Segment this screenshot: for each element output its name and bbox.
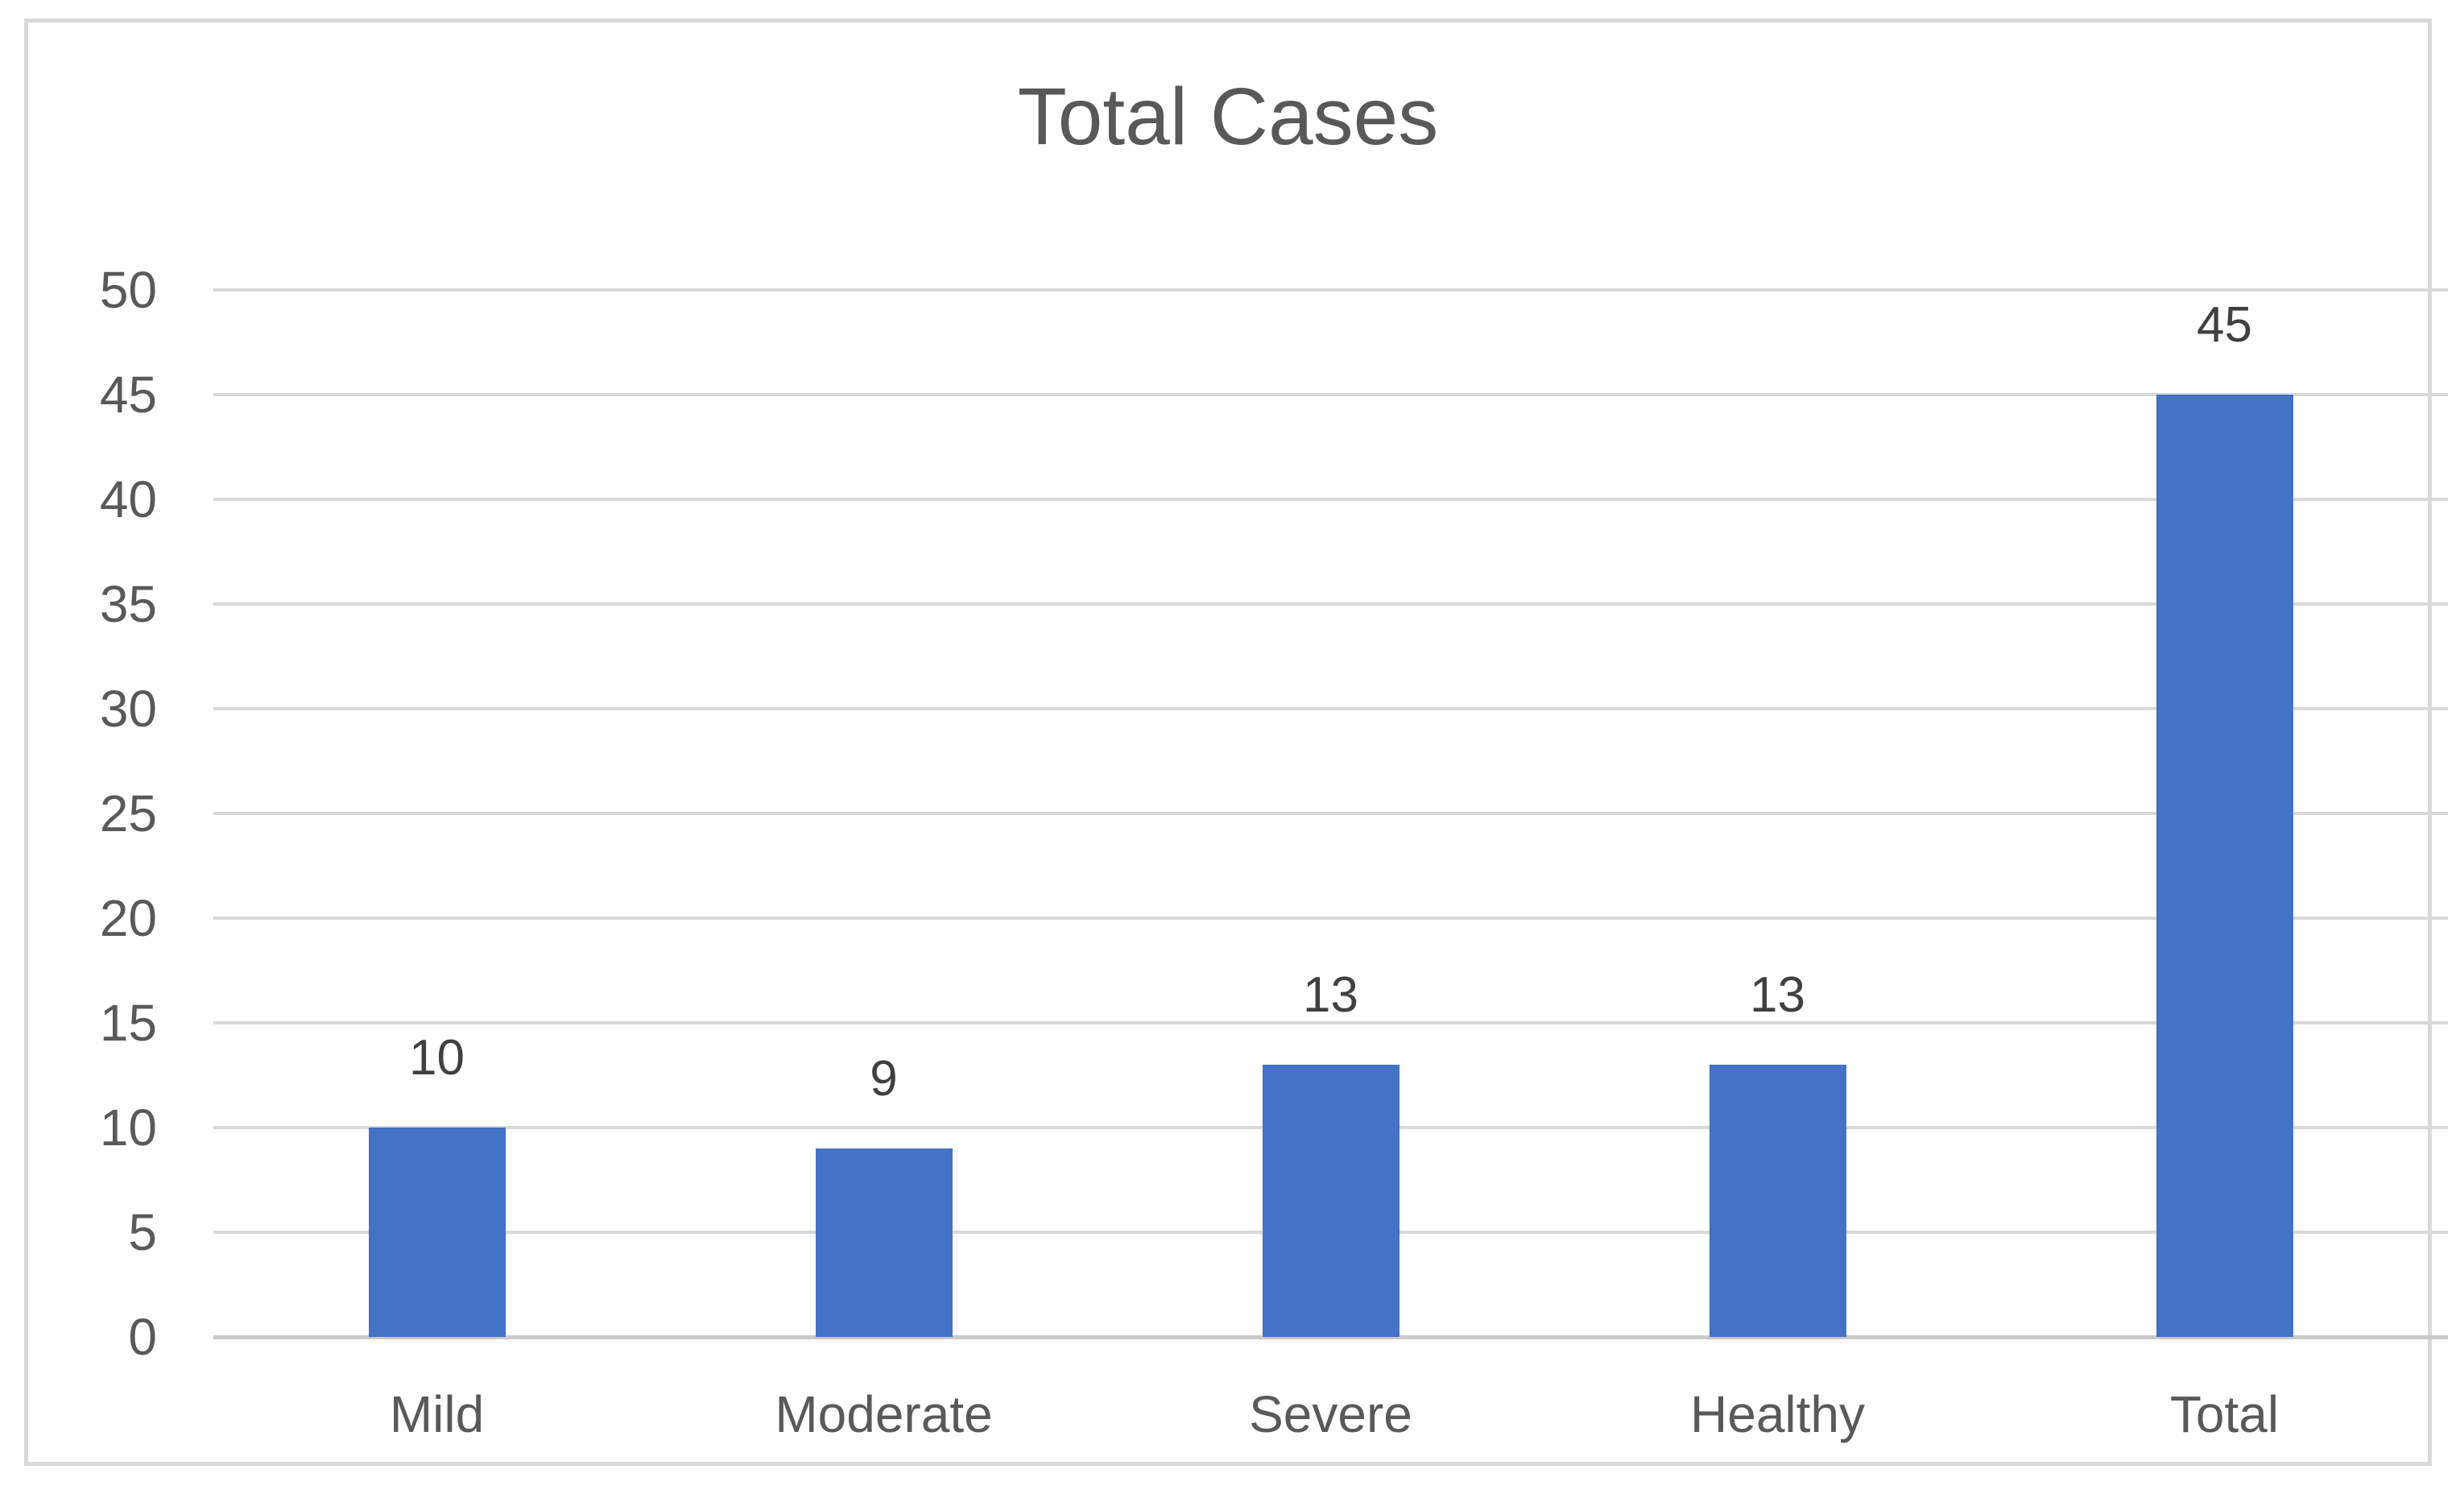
data-label-mild: 10 <box>409 1030 465 1086</box>
bar-mild <box>368 1128 506 1337</box>
gridline-y20 <box>213 917 2448 920</box>
gridline-y45 <box>213 393 2448 396</box>
category-slot-mild: 10 <box>213 290 660 1337</box>
y-tick-label-35: 35 <box>99 575 157 633</box>
bar-total <box>2156 395 2293 1337</box>
y-tick-label-10: 10 <box>99 1099 157 1157</box>
bar-severe <box>1262 1065 1399 1337</box>
y-tick-label-40: 40 <box>99 470 157 528</box>
plot-area: 0 5 10 15 20 25 30 35 40 45 50 10 Mild 9 Moderate 13 Sev… <box>100 264 2448 1442</box>
chart-title: Total Cases <box>1017 72 1439 162</box>
y-tick-label-50: 50 <box>99 261 157 319</box>
y-tick-label-5: 5 <box>128 1203 157 1261</box>
y-tick-label-15: 15 <box>99 994 157 1052</box>
x-axis-line <box>213 1335 2448 1339</box>
category-slot-severe: 13 <box>1107 290 1554 1337</box>
data-label-severe: 13 <box>1303 967 1358 1023</box>
gridline-y15 <box>213 1021 2448 1024</box>
data-label-total: 45 <box>2197 297 2252 353</box>
gridline-y35 <box>213 602 2448 606</box>
category-slot-healthy: 13 <box>1554 290 2001 1337</box>
category-slot-moderate: 9 <box>660 290 1107 1337</box>
bar-healthy <box>1709 1065 1846 1337</box>
x-axis-label-severe: Severe <box>1249 1385 1412 1443</box>
y-tick-label-45: 45 <box>99 366 157 424</box>
y-tick-label-0: 0 <box>128 1308 157 1366</box>
gridline-y30 <box>213 707 2448 710</box>
gridline-y25 <box>213 812 2448 815</box>
gridline-y40 <box>213 498 2448 501</box>
x-axis-label-moderate: Moderate <box>775 1385 993 1443</box>
x-axis-label-total: Total <box>2169 1385 2280 1443</box>
data-label-healthy: 13 <box>1750 967 1805 1023</box>
bar-moderate <box>815 1148 953 1337</box>
y-tick-label-20: 20 <box>99 889 157 947</box>
data-label-moderate: 9 <box>870 1051 898 1107</box>
category-slot-total: 45 <box>2001 290 2448 1337</box>
y-tick-label-30: 30 <box>99 680 157 738</box>
gridline-y50 <box>213 288 2448 292</box>
y-tick-label-25: 25 <box>99 784 157 842</box>
chart-frame: Total Cases 0 5 10 15 20 25 30 35 40 45 50 10 Mild 9 M… <box>24 19 2448 1466</box>
x-axis-label-mild: Mild <box>389 1385 485 1443</box>
x-axis-label-healthy: Healthy <box>1690 1385 1865 1443</box>
